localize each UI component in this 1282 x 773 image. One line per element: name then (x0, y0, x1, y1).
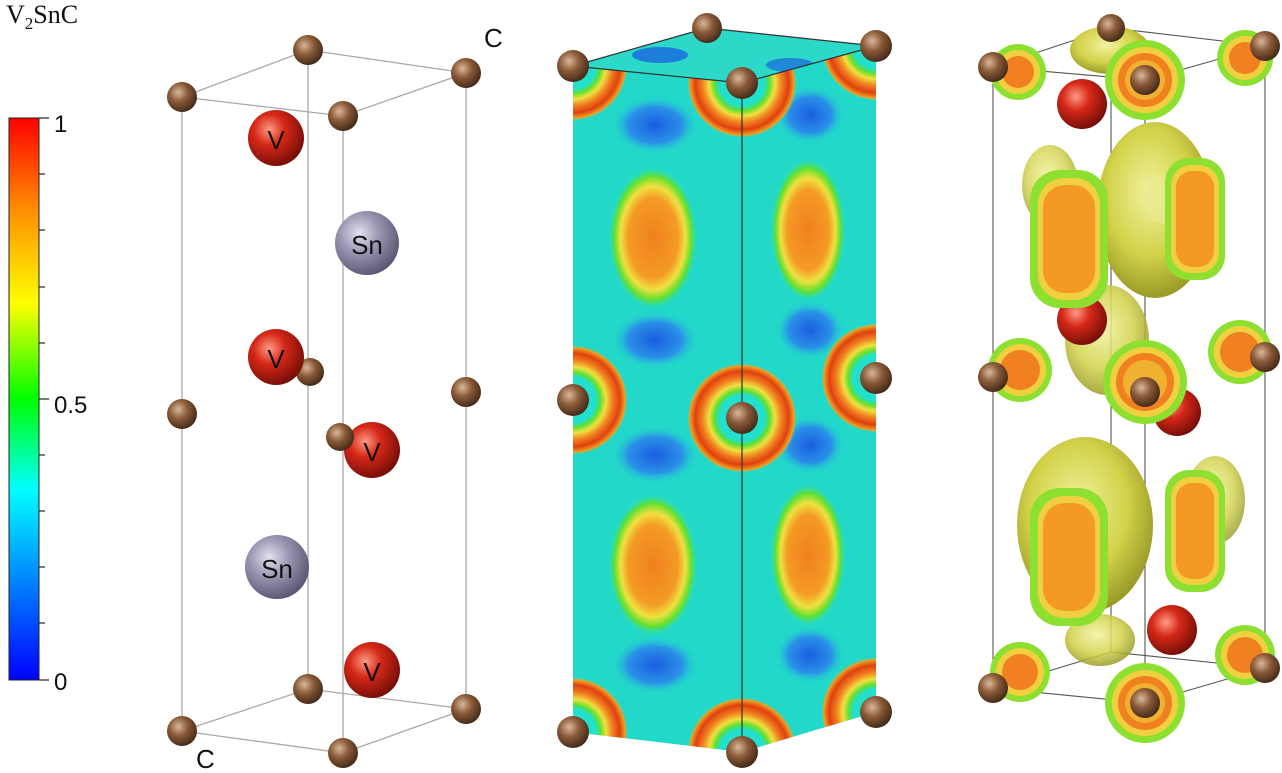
carbon-atom (1097, 14, 1125, 42)
colorbar-tick-min: 0 (54, 669, 67, 696)
isosurface-slabs (1030, 158, 1225, 626)
unit-cell-edges (181, 49, 467, 754)
colorbar-ticks (39, 117, 49, 681)
carbon-atom (328, 738, 358, 768)
panel-crystal-structure: V V V V Sn Sn C C (167, 23, 503, 773)
carbon-atom (293, 35, 323, 65)
carbon-atom (860, 30, 892, 62)
vanadium-atom-label: V (363, 657, 381, 687)
carbon-atom (326, 423, 354, 451)
carbon-atom (557, 50, 589, 82)
vanadium-atom-label: V (267, 125, 285, 155)
tin-atom (245, 535, 309, 599)
panel-elf-slices (557, 13, 892, 768)
carbon-atom (167, 82, 197, 112)
isosurface-lobe (1065, 614, 1135, 666)
carbon-atom (451, 694, 481, 724)
colorbar-tick-mid: 0.5 (54, 392, 87, 419)
carbon-atom (726, 402, 758, 434)
vanadium-atom-label: V (267, 344, 285, 374)
carbon-atom (978, 673, 1008, 703)
carbon-atom (726, 67, 758, 99)
carbon-atom (1130, 65, 1160, 95)
colorbar-tick-max: 1 (54, 111, 67, 138)
carbon-corner-label: C (484, 23, 503, 53)
carbon-atom (726, 736, 758, 768)
carbon-atom (1250, 342, 1280, 372)
elf-left-face (573, 66, 742, 752)
vanadium-atom (248, 110, 304, 166)
carbon-corner-label: C (196, 744, 215, 773)
vanadium-atom (1057, 79, 1107, 129)
carbon-atom (860, 696, 892, 728)
carbon-atom (293, 674, 323, 704)
carbon-atom (557, 716, 589, 748)
carbon-atom (328, 101, 358, 131)
vanadium-atom-label: V (363, 437, 381, 467)
carbon-atom (1130, 377, 1160, 407)
panel-elf-isosurface (978, 14, 1280, 743)
carbon-atom (860, 362, 892, 394)
vanadium-atom (344, 422, 400, 478)
carbon-atom (1250, 653, 1280, 683)
carbon-atom (167, 716, 197, 746)
carbon-atom (451, 377, 481, 407)
carbon-atom (978, 52, 1008, 82)
carbon-atom (451, 58, 481, 88)
colorbar-gradient (8, 117, 40, 681)
carbon-atom (978, 362, 1008, 392)
vanadium-atom (1147, 605, 1197, 655)
vanadium-atom (344, 642, 400, 698)
carbon-atom (557, 384, 589, 416)
carbon-atom (1250, 31, 1280, 61)
carbon-atom (692, 13, 722, 43)
vanadium-atom (248, 329, 304, 385)
carbon-atom (167, 399, 197, 429)
carbon-atom (1130, 688, 1160, 718)
elf-top-face (573, 28, 876, 83)
tin-atom-label: Sn (351, 230, 383, 260)
tin-atom-label: Sn (261, 554, 293, 584)
carbon-atom (296, 358, 324, 386)
compound-title: V2SnC (6, 0, 79, 34)
colorbar: 1 0.5 0 (8, 111, 87, 696)
tin-atom (335, 211, 399, 275)
